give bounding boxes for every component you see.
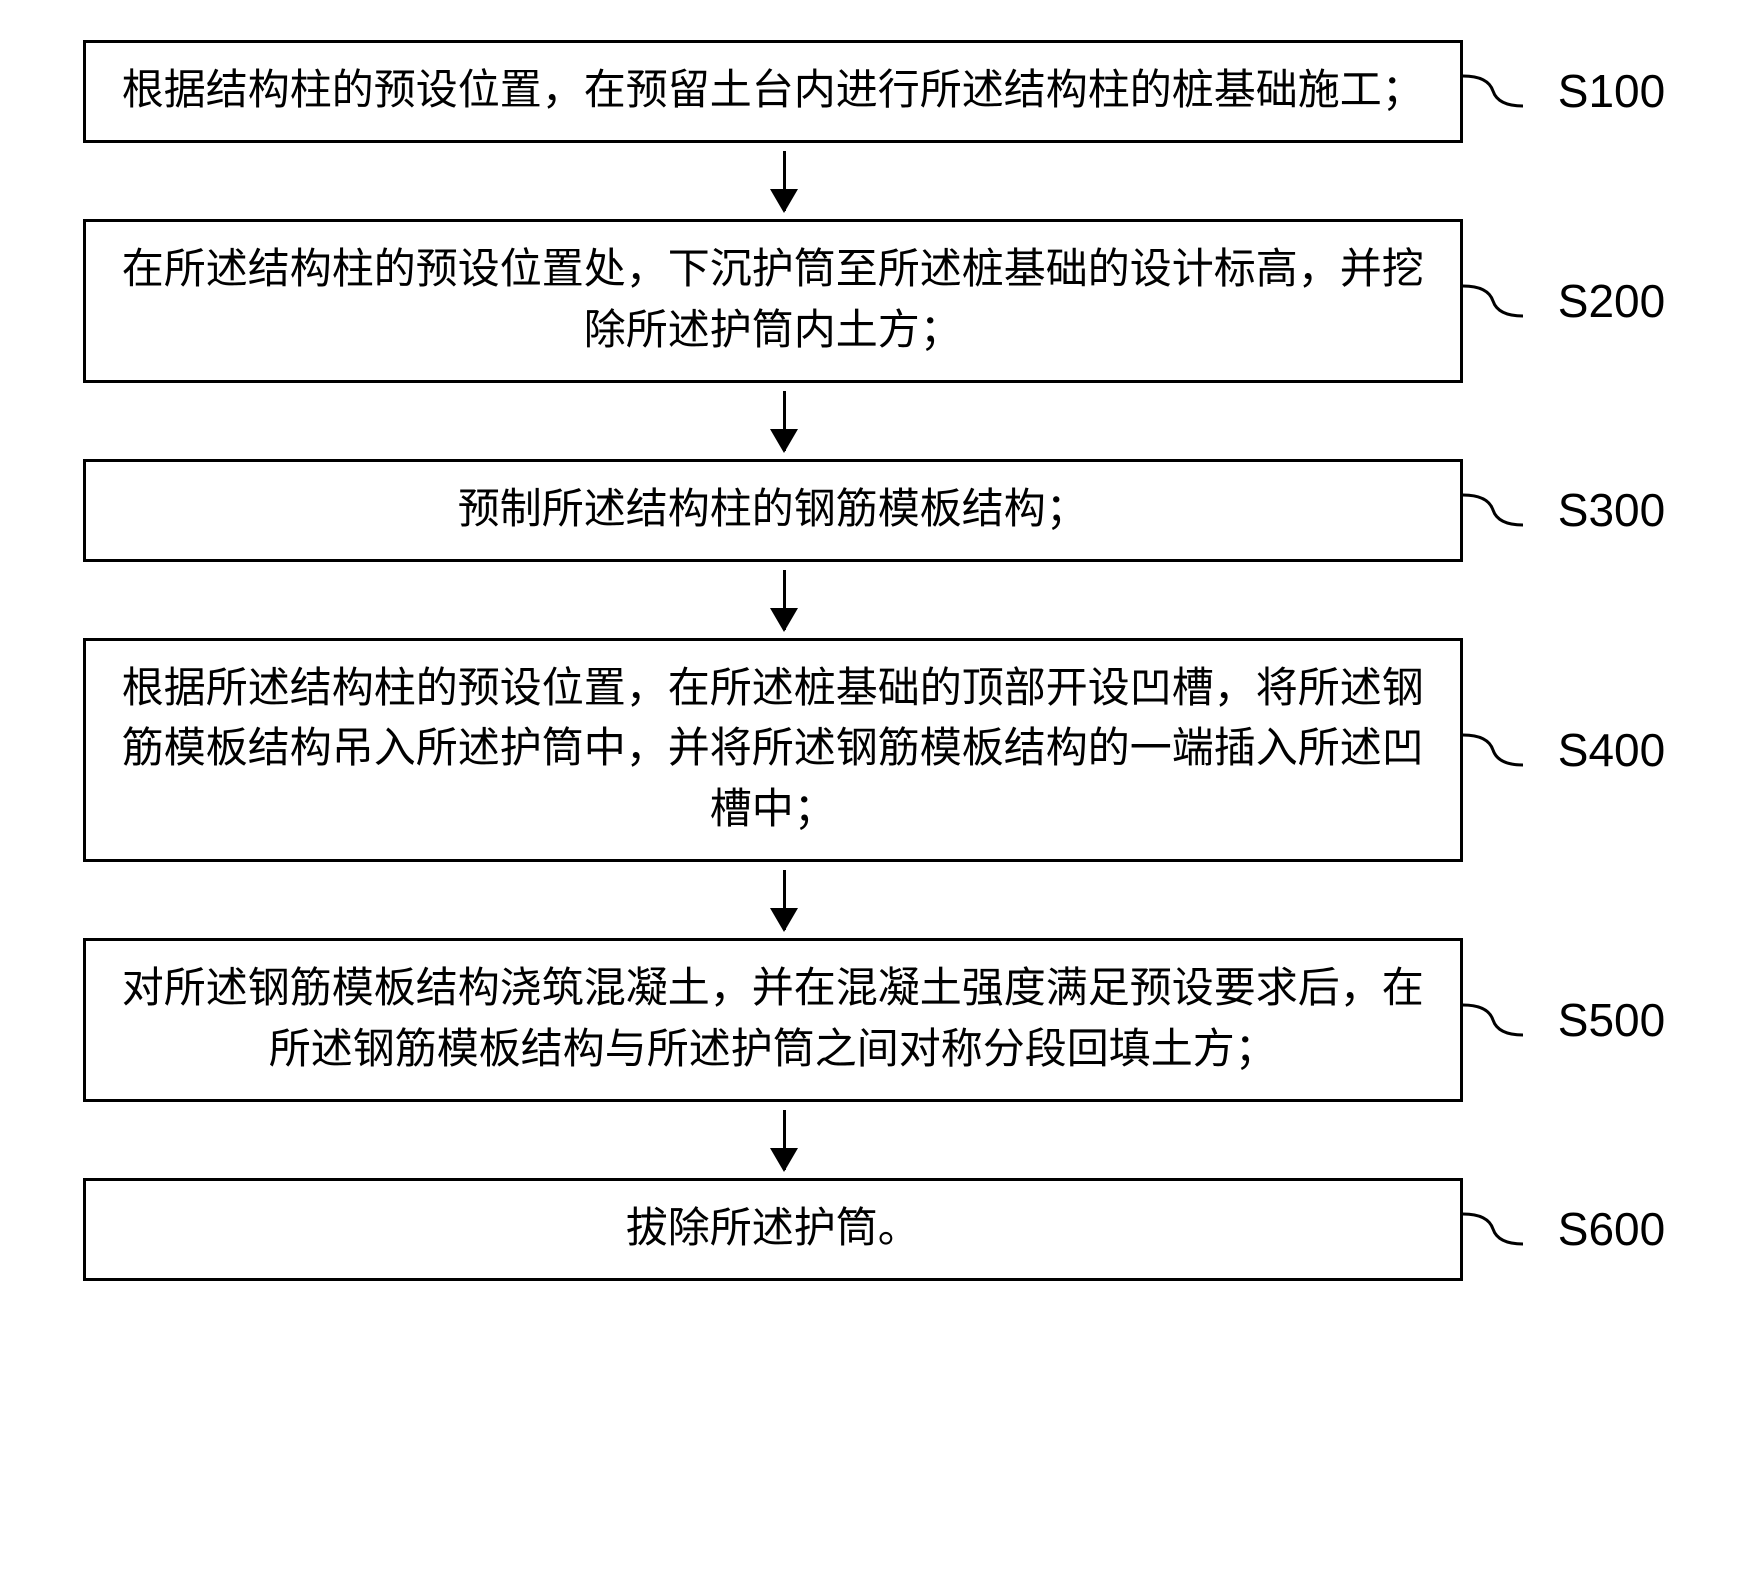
step-text: 根据所述结构柱的预设位置，在所述桩基础的顶部开设凹槽，将所述钢筋模板结构吊入所述… (116, 659, 1430, 842)
arrow-icon (783, 570, 786, 630)
arrow-icon (783, 391, 786, 451)
arrow-container (94, 1102, 1474, 1178)
step-label-s500: S500 (1558, 993, 1665, 1047)
arrow-container (94, 862, 1474, 938)
step-row-s100: 根据结构柱的预设位置，在预留土台内进行所述结构柱的桩基础施工； S100 (30, 40, 1718, 143)
step-label-s200: S200 (1558, 274, 1665, 328)
step-row-s500: 对所述钢筋模板结构浇筑混凝土，并在混凝土强度满足预设要求后，在所述钢筋模板结构与… (30, 938, 1718, 1102)
step-box-s200: 在所述结构柱的预设位置处，下沉护筒至所述桩基础的设计标高，并挖除所述护筒内土方； (83, 219, 1463, 383)
label-connector: S400 (1463, 720, 1665, 780)
curve-line-icon (1463, 61, 1533, 121)
arrow-icon (783, 1110, 786, 1170)
step-box-s100: 根据结构柱的预设位置，在预留土台内进行所述结构柱的桩基础施工； (83, 40, 1463, 143)
curve-line-icon (1463, 480, 1533, 540)
arrow-row (30, 862, 1718, 938)
step-text: 预制所述结构柱的钢筋模板结构； (458, 480, 1088, 541)
step-row-s600: 拔除所述护筒。 S600 (30, 1178, 1718, 1281)
step-row-s300: 预制所述结构柱的钢筋模板结构； S300 (30, 459, 1718, 562)
flowchart-container: 根据结构柱的预设位置，在预留土台内进行所述结构柱的桩基础施工； S100 在所述… (30, 40, 1718, 1281)
step-text: 对所述钢筋模板结构浇筑混凝土，并在混凝土强度满足预设要求后，在所述钢筋模板结构与… (116, 959, 1430, 1081)
label-connector: S600 (1463, 1199, 1665, 1259)
step-label-s400: S400 (1558, 723, 1665, 777)
arrow-container (94, 383, 1474, 459)
step-label-s600: S600 (1558, 1202, 1665, 1256)
step-row-s400: 根据所述结构柱的预设位置，在所述桩基础的顶部开设凹槽，将所述钢筋模板结构吊入所述… (30, 638, 1718, 863)
step-box-s300: 预制所述结构柱的钢筋模板结构； (83, 459, 1463, 562)
curve-line-icon (1463, 990, 1533, 1050)
step-text: 在所述结构柱的预设位置处，下沉护筒至所述桩基础的设计标高，并挖除所述护筒内土方； (116, 240, 1430, 362)
arrow-icon (783, 151, 786, 211)
arrow-container (94, 562, 1474, 638)
step-label-s100: S100 (1558, 64, 1665, 118)
arrow-icon (783, 870, 786, 930)
label-connector: S500 (1463, 990, 1665, 1050)
curve-line-icon (1463, 271, 1533, 331)
step-text: 根据结构柱的预设位置，在预留土台内进行所述结构柱的桩基础施工； (122, 61, 1424, 122)
step-row-s200: 在所述结构柱的预设位置处，下沉护筒至所述桩基础的设计标高，并挖除所述护筒内土方；… (30, 219, 1718, 383)
label-connector: S100 (1463, 61, 1665, 121)
step-label-s300: S300 (1558, 483, 1665, 537)
arrow-row (30, 562, 1718, 638)
curve-line-icon (1463, 720, 1533, 780)
arrow-row (30, 383, 1718, 459)
curve-line-icon (1463, 1199, 1533, 1259)
label-connector: S200 (1463, 271, 1665, 331)
step-box-s400: 根据所述结构柱的预设位置，在所述桩基础的顶部开设凹槽，将所述钢筋模板结构吊入所述… (83, 638, 1463, 863)
arrow-container (94, 143, 1474, 219)
label-connector: S300 (1463, 480, 1665, 540)
step-box-s600: 拔除所述护筒。 (83, 1178, 1463, 1281)
step-text: 拔除所述护筒。 (626, 1199, 920, 1260)
arrow-row (30, 143, 1718, 219)
arrow-row (30, 1102, 1718, 1178)
step-box-s500: 对所述钢筋模板结构浇筑混凝土，并在混凝土强度满足预设要求后，在所述钢筋模板结构与… (83, 938, 1463, 1102)
